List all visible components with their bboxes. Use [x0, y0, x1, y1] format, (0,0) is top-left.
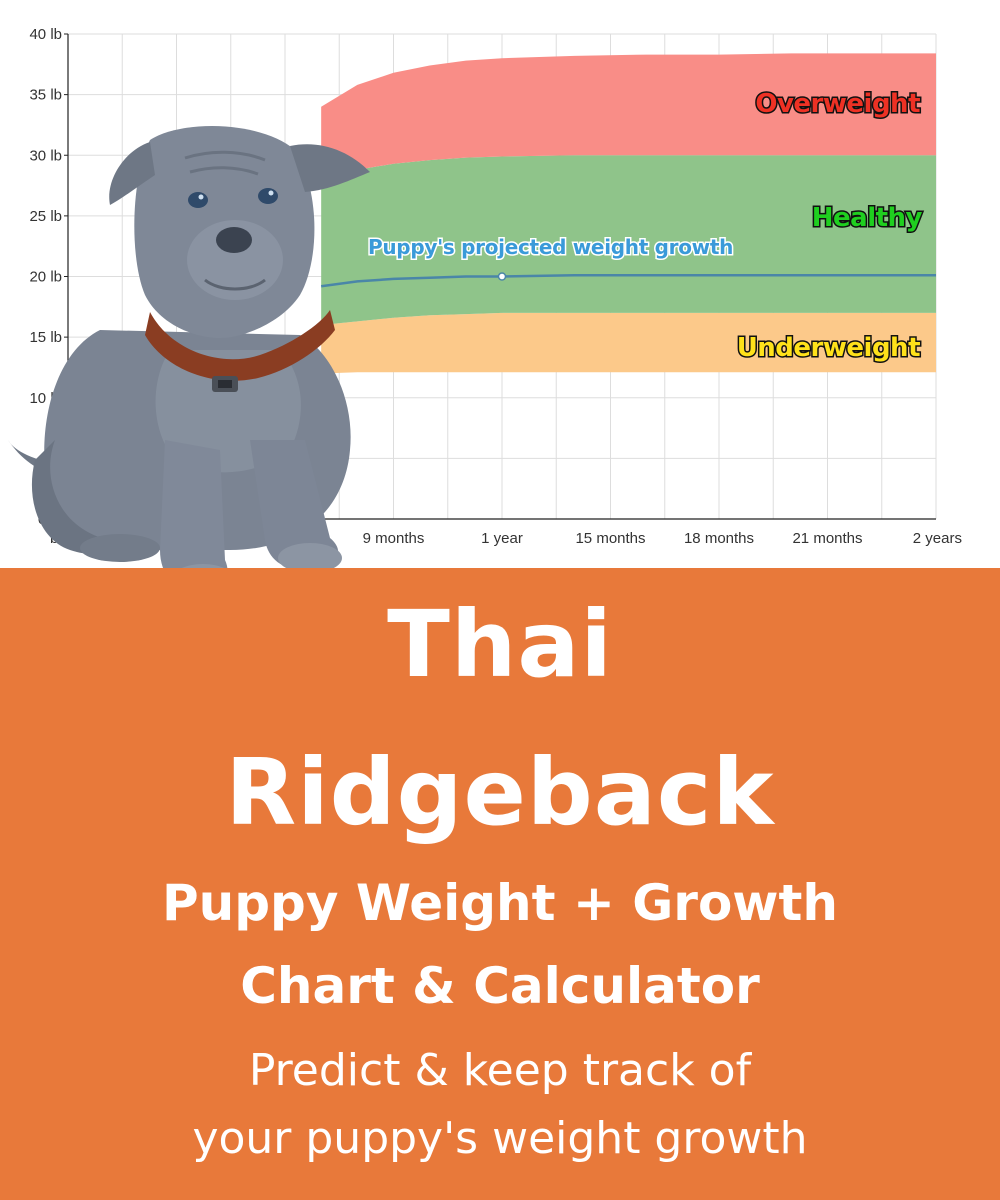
underweight-label: Underweight — [737, 333, 920, 363]
tagline-line-1: Predict & keep track of — [248, 1045, 752, 1096]
projected-growth-label: Puppy's projected weight growth — [368, 235, 733, 259]
x-tick-label: 2 years — [913, 530, 962, 547]
subtitle-line-1: Puppy Weight + Growth — [162, 874, 838, 932]
x-tick-label: 18 months — [684, 530, 754, 547]
x-tick-label: 1 year — [481, 530, 523, 547]
overweight-label: Overweight — [755, 89, 920, 119]
x-tick-label: 9 months — [363, 530, 425, 547]
title-banner: Thai Ridgeback Puppy Weight + Growth Cha… — [0, 568, 1000, 1200]
breed-name-line-1: Thai — [387, 591, 613, 698]
subtitle-line-2: Chart & Calculator — [240, 957, 760, 1015]
x-tick-label: 15 months — [575, 530, 645, 547]
breed-name-line-2: Ridgeback — [225, 739, 775, 846]
y-tick-label: 15 lb — [29, 329, 62, 346]
healthy-band — [321, 155, 937, 325]
projected-growth-line — [321, 274, 936, 288]
x-tick-label: 21 months — [792, 530, 862, 547]
healthy-label: Healthy — [812, 203, 923, 233]
y-tick-label: 25 lb — [29, 208, 62, 225]
tagline-line-2: your puppy's weight growth — [192, 1113, 808, 1164]
y-tick-label: 30 lb — [29, 147, 62, 164]
projected-growth-point — [497, 272, 507, 281]
overweight-band — [321, 53, 937, 180]
puppy-photo — [8, 126, 370, 596]
y-tick-label: 35 lb — [29, 87, 62, 104]
y-tick-label: 40 lb — [29, 26, 62, 43]
underweight-band — [321, 312, 937, 374]
y-tick-label: 20 lb — [29, 269, 62, 286]
